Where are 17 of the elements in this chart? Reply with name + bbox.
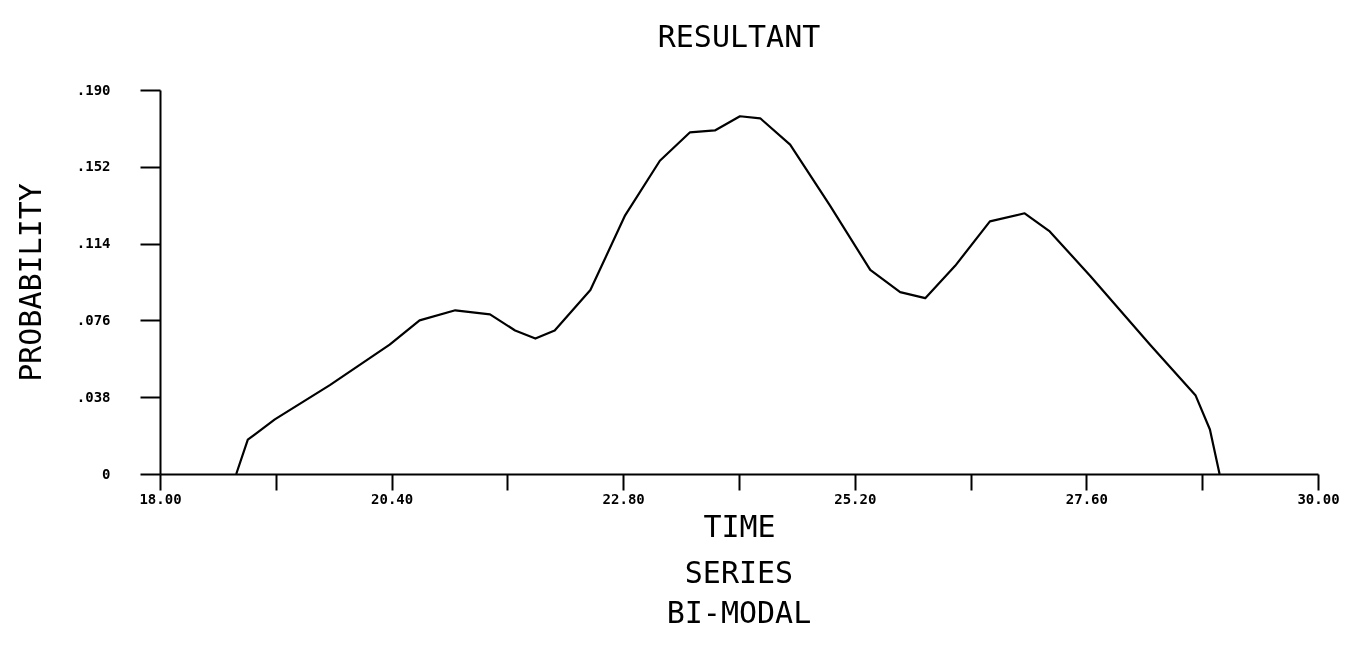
- y-tick-label: .114: [76, 235, 111, 252]
- y-tick-label: .190: [76, 81, 111, 98]
- x-tick-label: 25.20: [834, 490, 877, 507]
- text: SERIES: [684, 555, 794, 590]
- text: BI-MODAL: [666, 595, 812, 630]
- y-tick-label: .076: [76, 311, 111, 328]
- x-tick-label: 27.60: [1065, 490, 1108, 507]
- x-tick-label: 20.40: [371, 490, 414, 507]
- chart-title: RESULTANT: [657, 19, 821, 54]
- y-tick-label: 0: [102, 465, 111, 482]
- y-tick-label: .038: [76, 388, 111, 405]
- y-tick-label: .152: [76, 158, 111, 175]
- y-axis-title: PROBABILITY: [12, 183, 48, 382]
- x-tick-label: 18.00: [139, 490, 182, 507]
- x-axis-title: TIME: [703, 508, 776, 544]
- x-tick-label: 30.00: [1297, 490, 1340, 507]
- x-tick-label: 22.80: [602, 490, 645, 507]
